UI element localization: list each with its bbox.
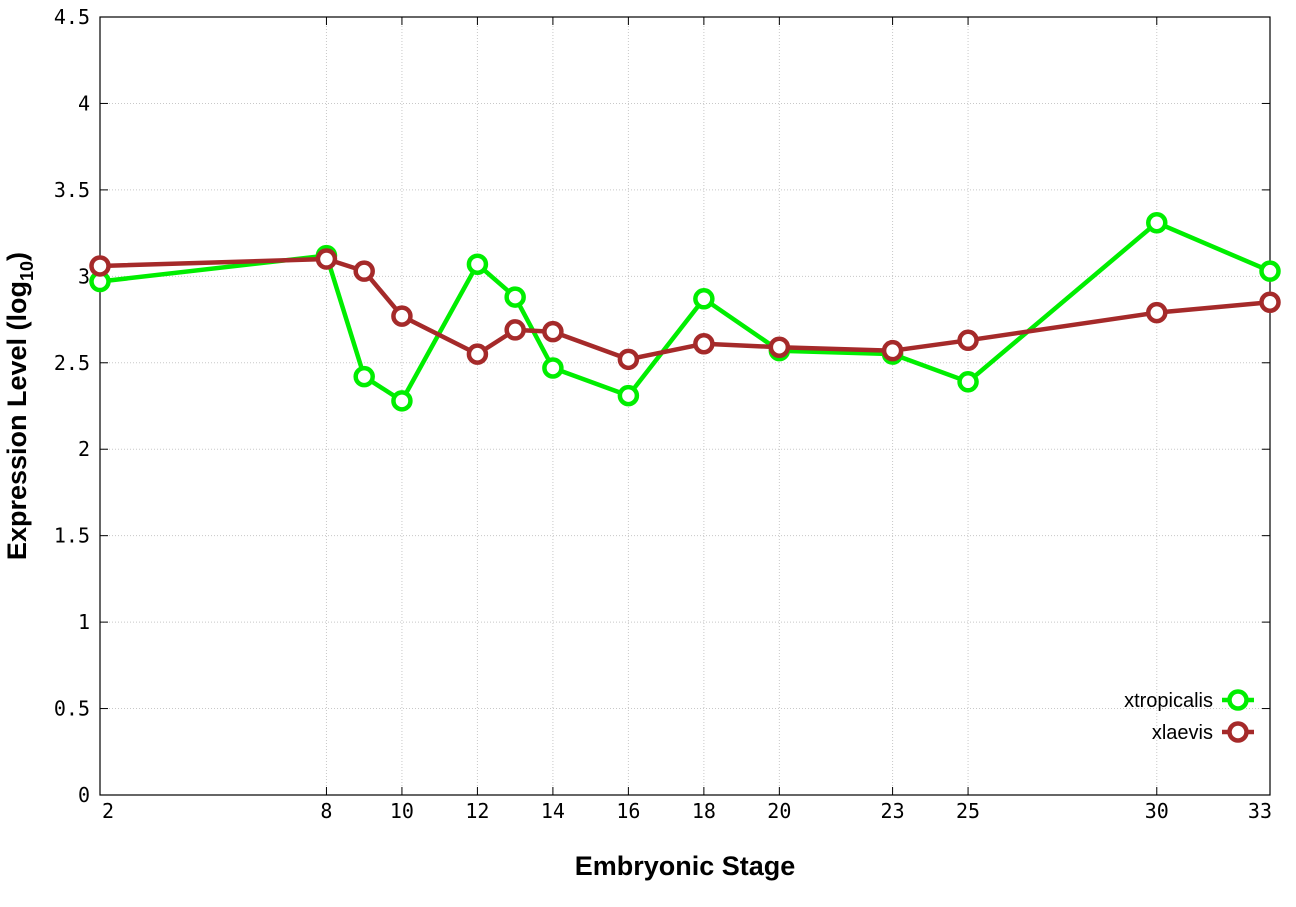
data-point — [768, 336, 791, 358]
x-tick-label: 20 — [767, 799, 791, 823]
y-tick-label: 0 — [78, 783, 90, 807]
data-point — [504, 286, 526, 308]
y-axis-title-subscript: 10 — [17, 261, 37, 281]
data-point — [1146, 301, 1168, 324]
x-tick-label: 10 — [390, 799, 414, 823]
data-point — [1259, 260, 1281, 282]
data-point — [504, 319, 526, 341]
data-point — [391, 305, 413, 327]
data-point — [542, 320, 564, 343]
y-tick-label: 3 — [78, 264, 90, 288]
x-tick-labels: 2 8 10 12 14 16 18 20 23 25 30 33 — [102, 799, 1272, 823]
y-axis-title-main: Expression Level (log — [2, 281, 32, 560]
data-point — [315, 248, 338, 270]
data-point — [693, 333, 715, 355]
y-tick-label: 1 — [78, 610, 90, 634]
data-point — [1146, 211, 1168, 234]
series-line — [99, 220, 1271, 404]
legend-label: xtropicalis — [1124, 690, 1213, 712]
y-tick-label: 2 — [78, 437, 90, 461]
legend: xtropicalis xlaevis — [1124, 689, 1254, 744]
x-tick-label: 30 — [1145, 799, 1169, 823]
data-point — [957, 329, 979, 352]
x-tick-label: 25 — [956, 799, 980, 823]
x-tick-label: 16 — [616, 799, 640, 823]
data-point — [89, 255, 111, 277]
data-point — [353, 260, 375, 282]
x-tick-label: 23 — [881, 799, 905, 823]
data-point — [957, 371, 979, 393]
data-point — [542, 357, 564, 379]
data-point — [1259, 291, 1281, 314]
y-tick-label: 4 — [78, 91, 90, 115]
legend-marker — [1227, 689, 1249, 711]
y-axis-title-close: ) — [2, 252, 32, 261]
plot-frame — [99, 16, 1271, 796]
data-point — [391, 390, 413, 412]
grid — [100, 17, 1270, 795]
series-layer — [89, 211, 1281, 412]
y-tick-labels: 0 0.5 1 1.5 2 2.5 3 3.5 4 4.5 — [54, 5, 90, 807]
x-tick-label: 12 — [465, 799, 489, 823]
x-tick-label: 14 — [541, 799, 565, 823]
series-xlaevis — [89, 248, 1281, 371]
y-tick-label: 0.5 — [54, 697, 90, 721]
x-tick-label: 2 — [102, 799, 114, 823]
data-point — [466, 343, 489, 365]
legend-label: xlaevis — [1152, 722, 1213, 744]
x-tick-label: 33 — [1248, 799, 1272, 823]
y-axis-title: Expression Level (log10) — [2, 252, 37, 560]
y-tick-label: 2.5 — [54, 351, 90, 375]
data-point — [693, 288, 715, 310]
legend-marker — [1227, 721, 1249, 743]
data-point — [466, 253, 489, 275]
y-tick-label: 3.5 — [54, 178, 90, 202]
data-point — [353, 365, 375, 388]
x-tick-label: 18 — [692, 799, 716, 823]
x-axis-title: Embryonic Stage — [575, 851, 796, 881]
tick-marks — [99, 16, 1271, 796]
series-xtropicalis — [89, 211, 1281, 412]
y-tick-label: 1.5 — [54, 524, 90, 548]
data-point — [617, 384, 640, 407]
data-point — [617, 348, 640, 371]
y-tick-label: 4.5 — [54, 5, 90, 29]
x-tick-label: 8 — [320, 799, 332, 823]
data-point — [881, 339, 904, 362]
